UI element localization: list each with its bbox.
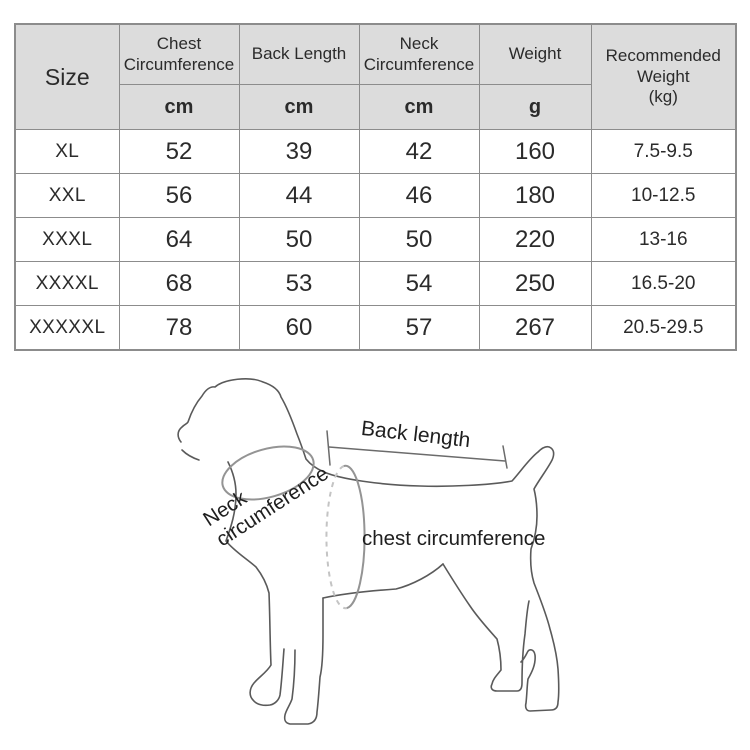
neck-column-header: Neck Circumference — [358, 23, 480, 85]
back-length-label: Back length — [360, 417, 472, 452]
chest-circumference-label: chest circumference — [362, 527, 545, 550]
back-length-left-tick — [326, 430, 331, 466]
recommended-weight-column-header: Recommended Weight (kg) — [590, 23, 737, 130]
size-column-header: Size — [14, 23, 120, 130]
chest-cell: 64 — [118, 217, 240, 262]
dog-chest-far-front-leg-outline — [225, 461, 285, 707]
size-cell: XXL — [14, 173, 120, 218]
neck-cell: 57 — [358, 305, 480, 351]
back-length-column-header: Back Length — [238, 23, 360, 85]
size-cell: XXXXXL — [14, 305, 120, 351]
neck-cell: 54 — [358, 261, 480, 306]
back-cell: 53 — [238, 261, 360, 306]
chest-girth-arc-solid — [343, 464, 366, 609]
recommended-cell: 10-12.5 — [590, 173, 737, 218]
chest-cell: 78 — [118, 305, 240, 351]
size-table: Size Chest Circumference Back Length Nec… — [14, 23, 737, 351]
table-row: XL 52 39 42 160 7.5-9.5 — [14, 129, 737, 174]
table-row: XXXXXL 78 60 57 267 20.5-29.5 — [14, 305, 737, 351]
size-table-header: Size Chest Circumference Back Length Nec… — [14, 23, 737, 130]
back-cell: 60 — [238, 305, 360, 351]
dog-near-front-leg-outline — [283, 597, 324, 725]
back-cell: 50 — [238, 217, 360, 262]
recommended-cell: 16.5-20 — [590, 261, 737, 306]
dog-measurement-diagram: Back length Neck circumference chest cir… — [177, 378, 560, 725]
weight-cell: 267 — [478, 305, 592, 351]
back-length-right-tick — [502, 445, 508, 469]
weight-cell: 180 — [478, 173, 592, 218]
back-cell: 44 — [238, 173, 360, 218]
table-row: XXXL 64 50 50 220 13-16 — [14, 217, 737, 262]
dog-far-hind-leg-outline — [442, 563, 530, 692]
recommended-cell: 20.5-29.5 — [590, 305, 737, 351]
table-row: XXXXL 68 53 54 250 16.5-20 — [14, 261, 737, 306]
dog-head-back-tail-outline — [177, 378, 560, 712]
chest-cell: 56 — [118, 173, 240, 218]
weight-cell: 160 — [478, 129, 592, 174]
dog-belly-outline — [322, 563, 444, 599]
neck-cell: 46 — [358, 173, 480, 218]
neck-unit: cm — [358, 84, 480, 130]
neck-girth-ellipse — [221, 445, 315, 501]
back-cell: 39 — [238, 129, 360, 174]
neck-cell: 42 — [358, 129, 480, 174]
size-cell: XL — [14, 129, 120, 174]
chest-girth-arc-dashed — [325, 465, 348, 610]
weight-unit: g — [478, 84, 592, 130]
recommended-cell: 7.5-9.5 — [590, 129, 737, 174]
chest-unit: cm — [118, 84, 240, 130]
recommended-cell: 13-16 — [590, 217, 737, 262]
back-length-dimension-line — [328, 446, 506, 462]
chest-cell: 52 — [118, 129, 240, 174]
neck-cell: 50 — [358, 217, 480, 262]
recommended-weight-unit: (kg) — [648, 87, 678, 107]
weight-cell: 220 — [478, 217, 592, 262]
table-row: XXL 56 44 46 180 10-12.5 — [14, 173, 737, 218]
header-name-row: Size Chest Circumference Back Length Nec… — [14, 23, 737, 130]
size-cell: XXXL — [14, 217, 120, 262]
chest-cell: 68 — [118, 261, 240, 306]
size-cell: XXXXL — [14, 261, 120, 306]
dog-mouth-line — [181, 449, 200, 461]
recommended-weight-label: Recommended Weight — [605, 45, 721, 86]
header-unit-row: cm cm cm g — [15, 84, 736, 130]
back-length-unit: cm — [238, 84, 360, 130]
weight-column-header: Weight — [478, 23, 592, 85]
chest-column-header: Chest Circumference — [118, 23, 240, 85]
weight-cell: 250 — [478, 261, 592, 306]
size-table-body: XL 52 39 42 160 7.5-9.5 XXL 56 44 46 180 10-12.5 XXX… — [14, 129, 737, 351]
